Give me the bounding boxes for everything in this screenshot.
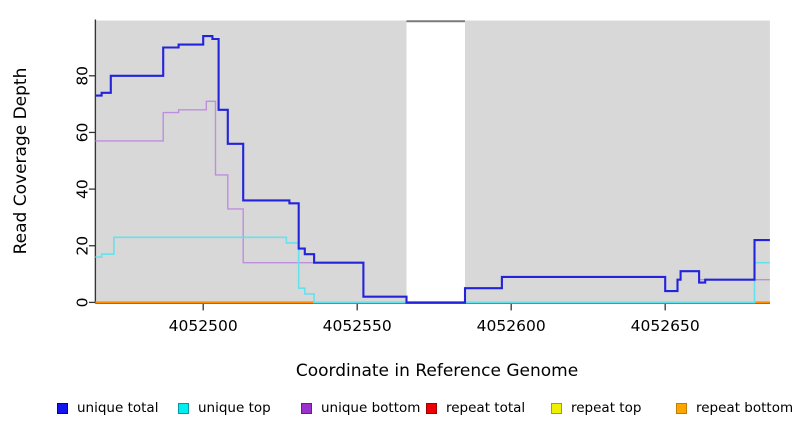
no-data-band	[406, 20, 465, 303]
x-tick-label: 4052650	[631, 317, 700, 335]
legend-item-repeat-bottom: repeat bottom	[676, 398, 792, 418]
x-tick-label: 4052500	[169, 317, 238, 335]
y-tick-label: 60	[74, 123, 92, 143]
legend-label: unique top	[198, 400, 271, 416]
legend-label: repeat top	[571, 400, 642, 416]
legend-swatch-unique-total	[57, 402, 68, 414]
legend: unique total unique top unique bottom repea…	[0, 398, 792, 422]
unique-total-line	[95, 35, 770, 304]
legend-label: unique bottom	[321, 400, 421, 416]
legend-item-repeat-top: repeat top	[551, 398, 641, 418]
legend-swatch-repeat-total	[426, 402, 437, 414]
legend-item-unique-total: unique total	[57, 398, 158, 418]
legend-label: unique total	[77, 400, 159, 416]
legend-swatch-unique-top	[178, 402, 189, 414]
legend-label: repeat bottom	[696, 400, 792, 416]
x-axis-title: Coordinate in Reference Genome	[295, 361, 579, 381]
x-tick-label: 4052600	[477, 317, 546, 335]
legend-label: repeat total	[446, 400, 526, 416]
y-tick-label: 0	[74, 297, 92, 307]
legend-item-repeat-total: repeat total	[426, 398, 525, 418]
legend-swatch-unique-bottom	[301, 402, 312, 414]
legend-swatch-repeat-top	[551, 402, 562, 414]
unique-top-line	[95, 236, 770, 304]
legend-item-unique-top: unique top	[178, 398, 271, 418]
y-tick-label: 80	[74, 66, 92, 86]
y-axis-title: Read Coverage Depth	[11, 67, 31, 255]
x-tick-label: 4052550	[323, 317, 392, 335]
y-tick-label: 20	[74, 236, 92, 256]
legend-swatch-repeat-bottom	[676, 402, 687, 414]
y-tick-label: 40	[74, 179, 92, 199]
legend-item-unique-bottom: unique bottom	[301, 398, 420, 418]
